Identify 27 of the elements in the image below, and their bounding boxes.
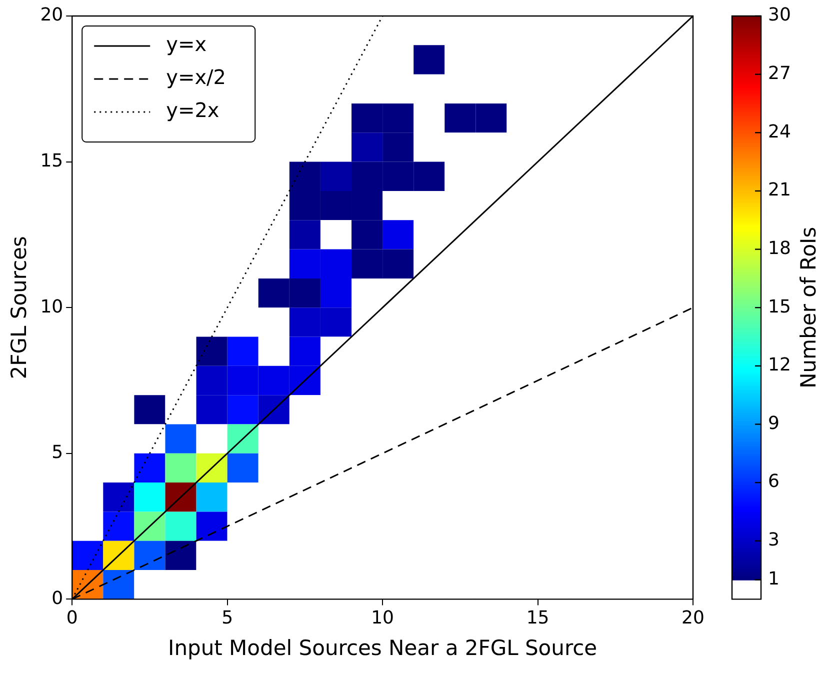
x-tick-label: 10 — [371, 608, 394, 629]
x-tick-label: 15 — [526, 608, 550, 629]
x-tick-label: 5 — [222, 608, 234, 629]
x-axis-title: Input Model Sources Near a 2FGL Source — [168, 636, 598, 660]
color-bar-label: 24 — [768, 121, 791, 142]
color-bar-label: 15 — [768, 296, 791, 318]
color-bar-label: 9 — [768, 412, 780, 434]
x-tick-label: 20 — [682, 608, 704, 629]
color-bar-label: 18 — [768, 238, 791, 259]
y-axis-title: 2FGL Sources — [7, 236, 32, 380]
color-bar-label: 6 — [768, 471, 780, 492]
x-tick-label: 0 — [66, 608, 78, 629]
y-tick-label: 10 — [40, 296, 64, 318]
y-tick-label: 5 — [52, 442, 64, 464]
y-tick-label: 0 — [52, 588, 64, 609]
color-bar-label: 27 — [768, 62, 791, 84]
y-tick-label: 15 — [40, 150, 64, 172]
color-bar-label: 3 — [768, 530, 780, 551]
legend-label: y=2x — [166, 98, 220, 122]
y-tick-label: 20 — [40, 4, 64, 26]
legend-label: y=x/2 — [166, 65, 226, 90]
color-bar-label: 1 — [768, 568, 780, 590]
color-bar-label: 21 — [768, 180, 791, 201]
color-bar-title: Number of RoIs — [796, 226, 820, 388]
color-bar-label: 30 — [768, 4, 791, 26]
color-bar-label: 12 — [768, 354, 791, 376]
legend-label: y=x — [166, 32, 207, 56]
